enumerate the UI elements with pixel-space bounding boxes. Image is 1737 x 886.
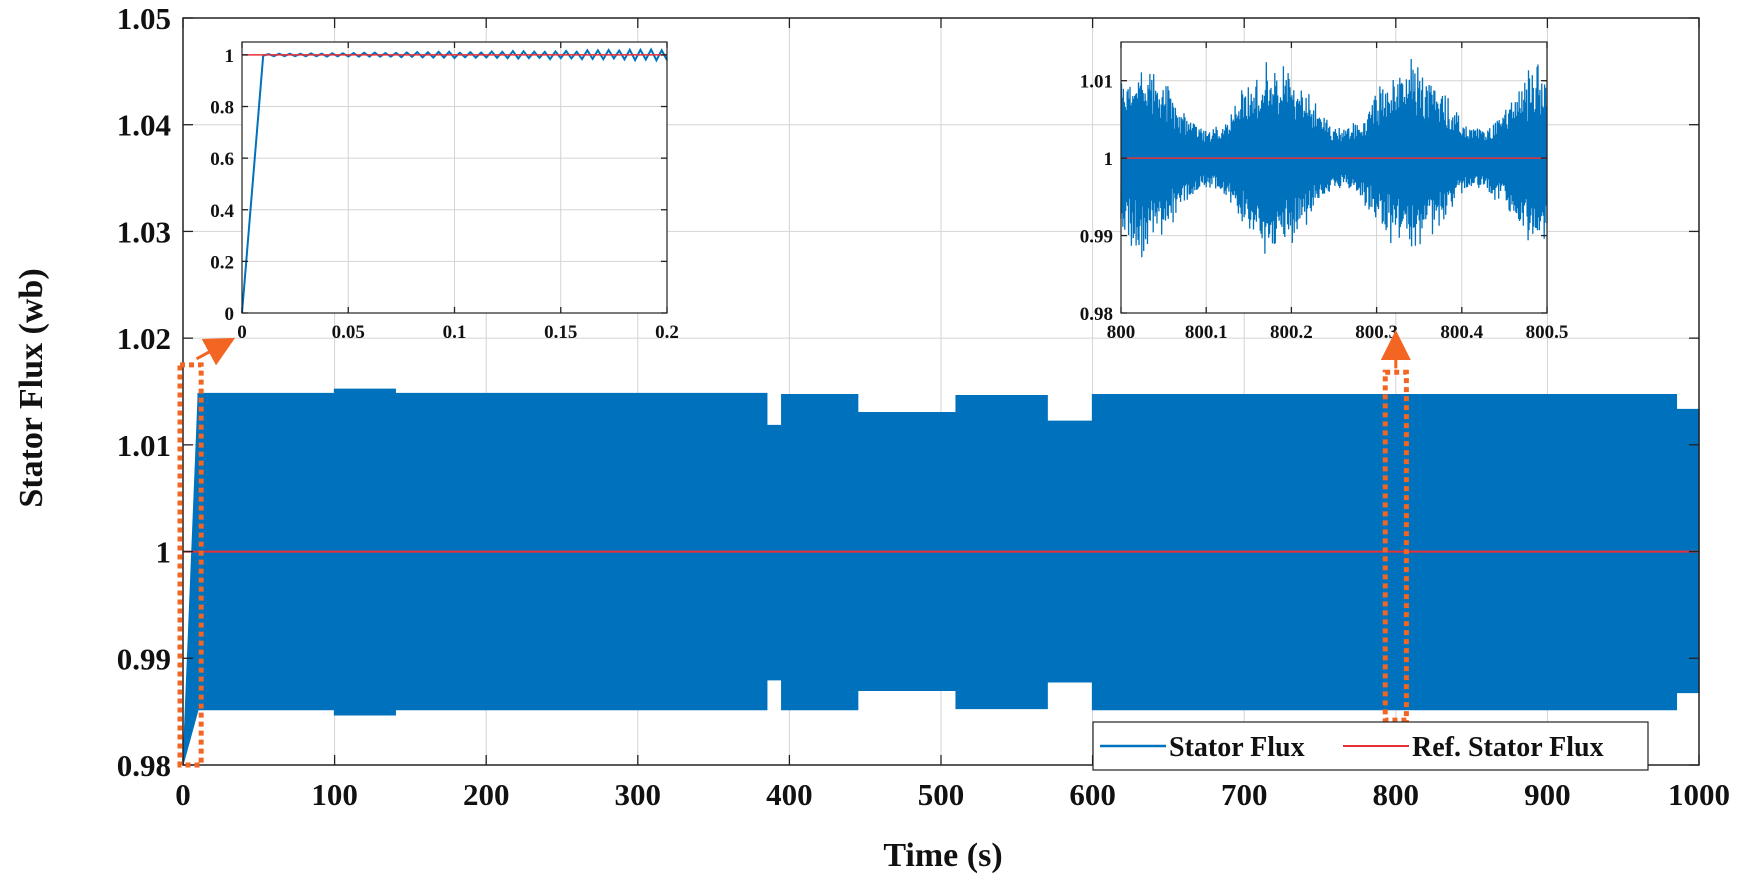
inset-left-x-tick-label: 0.05 — [332, 322, 365, 343]
main-series — [182, 388, 1700, 766]
main-x-tick-label: 800 — [1373, 777, 1420, 812]
inset-left-y-tick-labels: 0 0.2 0.4 0.6 0.8 1 — [210, 46, 234, 325]
x-axis-label: Time (s) — [883, 837, 1002, 874]
main-y-tick-label: 1.01 — [117, 428, 171, 463]
zoom-box-inset-right — [1382, 369, 1409, 723]
inset-left-axes: 0 0.05 0.1 0.15 0.2 0 0.2 0.4 0.6 0.8 1 — [210, 41, 679, 343]
inset-right-y-tick-label: 1.01 — [1080, 72, 1113, 93]
inset-right-x-tick-label: 800.1 — [1185, 322, 1228, 343]
inset-left-tick-marks — [241, 42, 668, 314]
legend-label-ref-stator-flux: Ref. Stator Flux — [1412, 732, 1604, 763]
main-y-tick-label: 0.99 — [117, 641, 171, 676]
main-y-tick-label: 1.02 — [117, 321, 171, 356]
main-axes: 0 100 200 300 400 500 600 700 800 900 1000 0.980.9… — [117, 1, 1730, 812]
inset-left-series — [241, 47, 668, 314]
inset-left-x-tick-labels: 0 0.05 0.1 0.15 0.2 — [237, 322, 679, 343]
inset-right-x-tick-label: 800.4 — [1440, 322, 1483, 343]
inset-left-x-tick-label: 0.2 — [655, 322, 679, 343]
legend: Stator Flux Ref. Stator Flux — [1092, 721, 1649, 771]
main-x-tick-label: 0 — [175, 777, 191, 812]
inset-left-y-tick-label: 0.8 — [210, 98, 234, 119]
main-y-tick-label: 1.04 — [117, 108, 171, 143]
main-x-tick-label: 600 — [1069, 777, 1116, 812]
y-axis-label: Stator Flux (wb) — [13, 268, 50, 507]
main-x-tick-label: 500 — [918, 777, 965, 812]
main-x-tick-label: 700 — [1221, 777, 1268, 812]
main-x-tick-label: 200 — [463, 777, 510, 812]
inset-left-stator-flux-line — [241, 47, 668, 314]
main-x-tick-label: 100 — [311, 777, 358, 812]
zoom-annotations — [177, 330, 1411, 768]
inset-left-y-tick-label: 0.4 — [210, 201, 234, 222]
inset-right-x-tick-label: 800.2 — [1270, 322, 1313, 343]
main-x-tick-labels: 0 100 200 300 400 500 600 700 800 900 1000 — [175, 777, 1730, 812]
inset-right-stator-flux-line — [1120, 58, 1548, 258]
inset-right-y-tick-label: 0.99 — [1080, 227, 1113, 248]
main-x-tick-label: 300 — [615, 777, 662, 812]
inset-right-x-tick-label: 800 — [1107, 322, 1136, 343]
inset-left-x-tick-label: 0.15 — [544, 322, 577, 343]
inset-right-y-tick-label: 0.98 — [1080, 304, 1113, 325]
inset-right-tick-marks — [1120, 42, 1548, 314]
main-y-tick-label: 1 — [156, 535, 172, 570]
inset-left-y-tick-label: 0.6 — [210, 149, 234, 170]
main-y-tick-label: 0.98 — [117, 748, 171, 783]
main-y-tick-label: 1.03 — [117, 214, 171, 249]
inset-left-y-tick-label: 0 — [225, 304, 235, 325]
inset-right-axes: 800 800.1 800.2 800.3 800.4 800.5 0.98 0.99 1 1.… — [1080, 41, 1569, 343]
inset-right-y-tick-label: 1 — [1104, 149, 1114, 170]
zoom-arrow-inset-left — [195, 337, 236, 366]
series-stator-flux-rise — [182, 393, 199, 766]
inset-right-x-tick-label: 800.5 — [1526, 322, 1569, 343]
zoom-box-inset-left — [177, 362, 204, 768]
inset-right-frame — [1120, 41, 1548, 314]
main-x-tick-label: 900 — [1524, 777, 1571, 812]
main-x-tick-label: 400 — [766, 777, 813, 812]
legend-label-stator-flux: Stator Flux — [1169, 732, 1305, 763]
main-y-tick-labels: 0.98 0.99 1 1.01 1.02 1.03 1.04 1.05 — [117, 1, 171, 783]
inset-right-series — [1120, 58, 1548, 258]
inset-left-y-tick-label: 1 — [225, 46, 235, 67]
inset-right-y-tick-labels: 0.98 0.99 1 1.01 — [1080, 72, 1113, 325]
inset-left-x-tick-label: 0.1 — [443, 322, 467, 343]
inset-right-x-tick-labels: 800 800.1 800.2 800.3 800.4 800.5 — [1107, 322, 1569, 343]
inset-right-x-tick-label: 800.3 — [1355, 322, 1398, 343]
main-x-tick-label: 1000 — [1668, 777, 1730, 812]
inset-left-y-tick-label: 0.2 — [210, 252, 234, 273]
main-y-tick-label: 1.05 — [117, 1, 171, 36]
inset-left-x-tick-label: 0 — [237, 322, 247, 343]
